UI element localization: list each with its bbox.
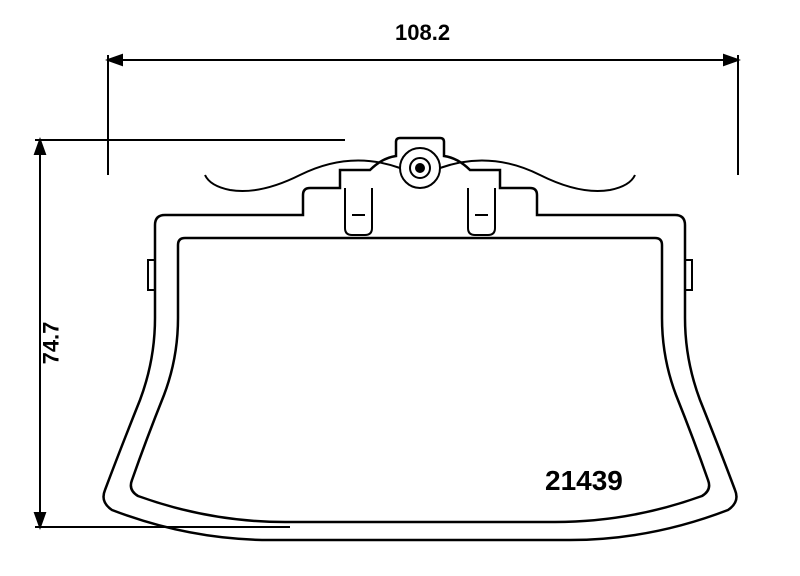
part-number-label: 21439	[545, 465, 623, 497]
drawing-container: 108.2 74.7 21439	[0, 0, 800, 576]
brake-pad-outline	[104, 138, 737, 540]
width-dimension-label: 108.2	[395, 20, 450, 46]
clip-mechanism	[205, 148, 635, 235]
technical-drawing-svg	[0, 0, 800, 576]
height-dimension-label: 74.7	[38, 322, 64, 365]
side-notches	[148, 260, 692, 290]
top-dimension	[108, 55, 738, 175]
left-dimension	[35, 140, 345, 527]
